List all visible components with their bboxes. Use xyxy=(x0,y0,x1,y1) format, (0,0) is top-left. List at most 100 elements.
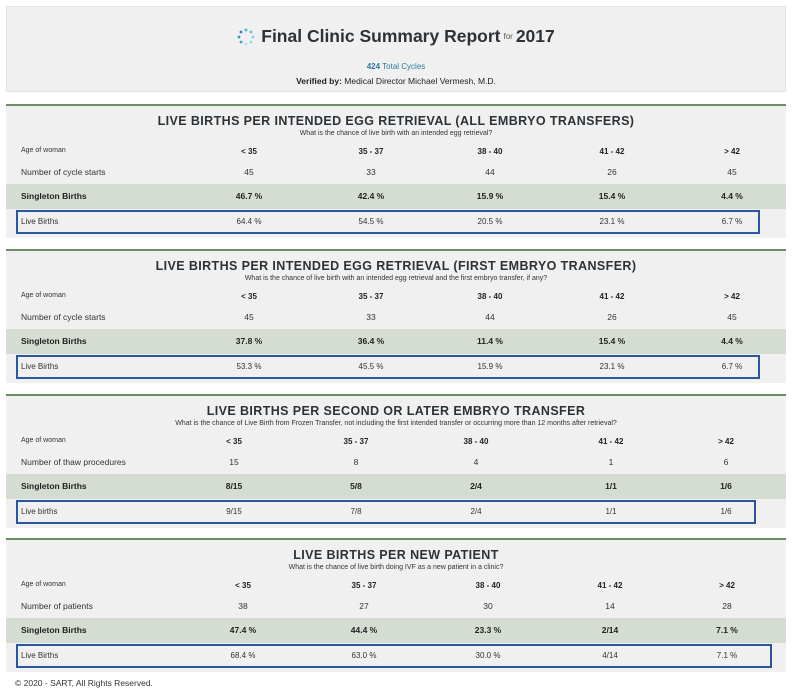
section-title: LIVE BIRTHS PER NEW PATIENT xyxy=(293,548,499,562)
live-births-highlight xyxy=(16,355,760,379)
live-births-highlight xyxy=(16,644,772,668)
live-births-label: Live Births xyxy=(21,362,59,371)
age-header-row: Age of woman < 35 35 - 37 38 - 40 41 - 4… xyxy=(6,437,786,451)
total-cycles: 424 Total Cycles xyxy=(7,62,785,71)
count-label: Number of patients xyxy=(21,601,93,611)
age-group: 35 - 37 xyxy=(358,292,384,301)
live-births-row: Live Births 68.4 % 63.0 % 30.0 % 4/14 7.… xyxy=(6,644,786,668)
section-new-patient: LIVE BIRTHS PER NEW PATIENT What is the … xyxy=(6,538,786,672)
age-header-row: Age of woman < 35 35 - 37 38 - 40 41 - 4… xyxy=(6,147,786,161)
age-group: 41 - 42 xyxy=(597,581,623,590)
live-births-value: 2/4 xyxy=(470,507,482,516)
singleton-value: 7.1 % xyxy=(716,625,738,635)
count-value: 44 xyxy=(485,167,495,177)
age-group: 41 - 42 xyxy=(598,437,624,446)
age-group: 35 - 37 xyxy=(358,147,384,156)
loading-dots-icon xyxy=(237,28,255,45)
singleton-value: 44.4 % xyxy=(350,625,378,635)
count-value: 45 xyxy=(727,312,737,322)
section-first-embryo-transfer: LIVE BIRTHS PER INTENDED EGG RETRIEVAL (… xyxy=(6,249,786,383)
count-value: 27 xyxy=(359,601,369,611)
live-births-label: Live Births xyxy=(21,651,59,660)
age-group: 35 - 37 xyxy=(351,581,377,590)
live-births-label: Live births xyxy=(21,507,58,516)
live-births-value: 15.9 % xyxy=(477,362,503,371)
singleton-value: 2/4 xyxy=(470,481,482,491)
live-births-value: 53.3 % xyxy=(236,362,262,371)
singleton-value: 1/6 xyxy=(720,481,732,491)
singleton-label: Singleton Births xyxy=(21,481,87,491)
total-cycles-label: Total Cycles xyxy=(382,62,426,71)
count-value: 45 xyxy=(244,167,254,177)
count-value: 45 xyxy=(244,312,254,322)
count-row: Number of cycle starts 45 33 44 26 45 xyxy=(6,312,786,326)
verified-name: Medical Director Michael Vermesh, M.D. xyxy=(344,76,496,86)
age-label: Age of woman xyxy=(21,581,66,588)
live-births-row: Live Births 64.4 % 54.5 % 20.5 % 23.1 % … xyxy=(6,210,786,234)
total-cycles-count: 424 xyxy=(366,62,381,71)
age-group: 38 - 40 xyxy=(475,581,501,590)
singleton-row: Singleton Births 8/15 5/8 2/4 1/1 1/6 xyxy=(6,474,786,499)
singleton-value: 15.4 % xyxy=(598,191,626,201)
singleton-value: 8/15 xyxy=(225,481,243,491)
singleton-value: 47.4 % xyxy=(229,625,257,635)
count-value: 33 xyxy=(366,167,376,177)
count-value: 6 xyxy=(723,457,729,467)
age-group: > 42 xyxy=(719,581,735,590)
count-row: Number of thaw procedures 15 8 4 1 6 xyxy=(6,457,786,471)
count-value: 15 xyxy=(229,457,239,467)
count-label: Number of cycle starts xyxy=(21,312,106,322)
count-value: 33 xyxy=(366,312,376,322)
report-for-text: for xyxy=(503,32,513,41)
report-year: 2017 xyxy=(515,26,555,46)
singleton-label: Singleton Births xyxy=(21,336,87,346)
verified-by: Verified by: Medical Director Michael Ve… xyxy=(7,76,785,86)
singleton-value: 15.4 % xyxy=(598,336,626,346)
live-births-value: 45.5 % xyxy=(358,362,384,371)
report-title: Final Clinic Summary Report xyxy=(261,26,501,46)
singleton-value: 37.8 % xyxy=(235,336,263,346)
age-group: 41 - 42 xyxy=(599,292,625,301)
section-second-or-later-transfer: LIVE BIRTHS PER SECOND OR LATER EMBRYO T… xyxy=(6,394,786,528)
count-value: 28 xyxy=(722,601,732,611)
singleton-row: Singleton Births 46.7 % 42.4 % 15.9 % 15… xyxy=(6,184,786,209)
singleton-value: 42.4 % xyxy=(357,191,385,201)
singleton-value: 15.9 % xyxy=(476,191,504,201)
count-value: 1 xyxy=(608,457,614,467)
age-group: < 35 xyxy=(226,437,242,446)
age-group: 38 - 40 xyxy=(463,437,489,446)
section-title: LIVE BIRTHS PER SECOND OR LATER EMBRYO T… xyxy=(206,404,586,418)
copyright-footer: © 2020 - SART, All Rights Reserved. xyxy=(15,678,153,688)
verified-label: Verified by: xyxy=(296,76,342,86)
age-group: > 42 xyxy=(724,292,740,301)
live-births-label: Live Births xyxy=(21,217,59,226)
section-subtitle: What is the chance of live birth doing I… xyxy=(288,564,504,571)
live-births-value: 6.7 % xyxy=(721,362,743,371)
live-births-value: 64.4 % xyxy=(236,217,262,226)
singleton-value: 2/14 xyxy=(601,625,619,635)
singleton-value: 46.7 % xyxy=(235,191,263,201)
live-births-value: 68.4 % xyxy=(230,651,256,660)
age-group: < 35 xyxy=(235,581,251,590)
age-label: Age of woman xyxy=(21,292,66,299)
live-births-value: 23.1 % xyxy=(599,362,625,371)
count-value: 8 xyxy=(353,457,359,467)
live-births-value: 9/15 xyxy=(226,507,242,516)
count-value: 30 xyxy=(483,601,493,611)
live-births-value: 7/8 xyxy=(350,507,362,516)
singleton-value: 23.3 % xyxy=(474,625,502,635)
section-subtitle: What is the chance of live birth with an… xyxy=(299,130,493,137)
age-header-row: Age of woman < 35 35 - 37 38 - 40 41 - 4… xyxy=(6,292,786,306)
count-value: 14 xyxy=(605,601,615,611)
age-group: 35 - 37 xyxy=(343,437,369,446)
singleton-value: 1/1 xyxy=(605,481,617,491)
age-group: > 42 xyxy=(718,437,734,446)
live-births-value: 4/14 xyxy=(602,651,618,660)
live-births-row: Live Births 53.3 % 45.5 % 15.9 % 23.1 % … xyxy=(6,355,786,379)
live-births-value: 1/6 xyxy=(720,507,732,516)
singleton-row: Singleton Births 37.8 % 36.4 % 11.4 % 15… xyxy=(6,329,786,354)
live-births-value: 6.7 % xyxy=(721,217,743,226)
count-row: Number of cycle starts 45 33 44 26 45 xyxy=(6,167,786,181)
live-births-value: 30.0 % xyxy=(475,651,501,660)
count-label: Number of thaw procedures xyxy=(21,457,126,467)
